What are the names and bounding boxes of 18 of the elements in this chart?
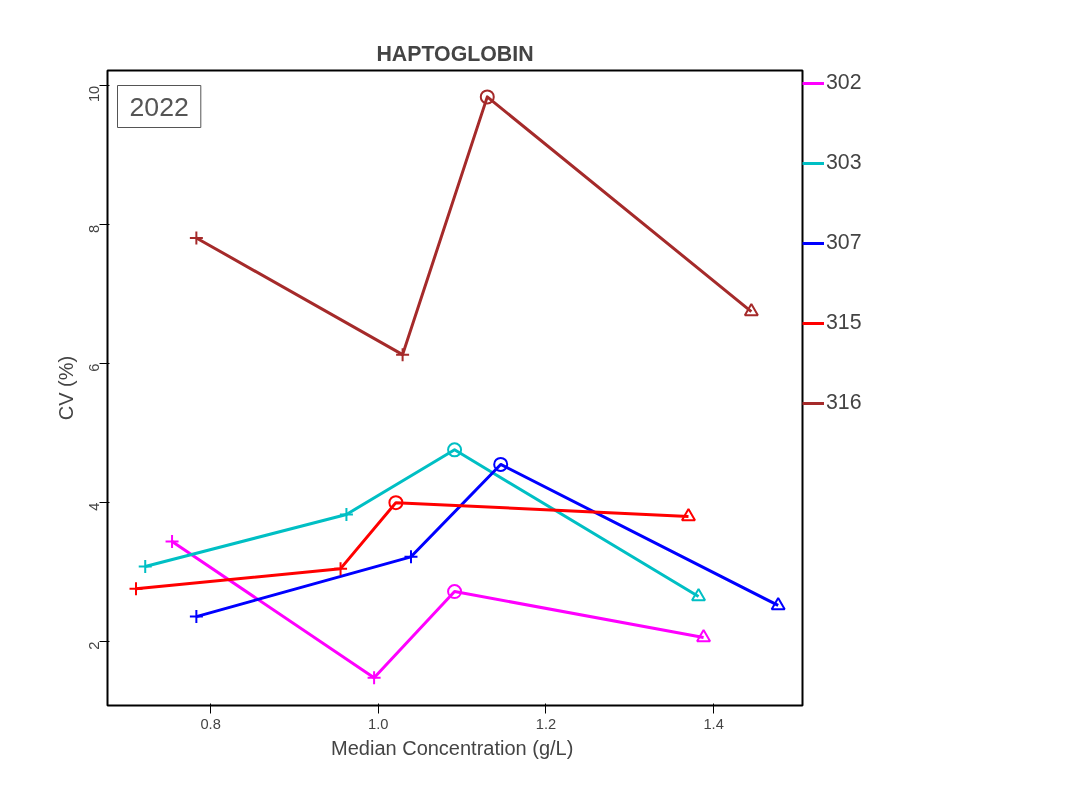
y-tick-label: 4 — [86, 502, 103, 511]
legend-label: 302 — [826, 70, 862, 95]
x-tick-label: 0.8 — [200, 715, 221, 732]
legend-label: 307 — [826, 230, 862, 255]
y-axis-title: CV (%) — [54, 355, 77, 421]
y-tick-label: 6 — [86, 363, 103, 372]
x-tick-label: 1.4 — [703, 715, 724, 732]
y-tick-label: 10 — [86, 85, 103, 103]
x-tick-label: 1.2 — [535, 715, 557, 732]
x-axis-title: Median Concentration (g/L) — [331, 736, 574, 759]
legend-label: 315 — [826, 310, 862, 335]
legend-label: 316 — [826, 390, 862, 415]
y-tick-label: 8 — [86, 224, 103, 233]
x-tick-label: 1.0 — [368, 715, 389, 732]
y-tick-label: 2 — [86, 641, 103, 650]
legend-label: 303 — [826, 150, 862, 175]
chart-title: HAPTOGLOBIN — [376, 41, 534, 66]
annotation: 2022 — [129, 91, 189, 122]
